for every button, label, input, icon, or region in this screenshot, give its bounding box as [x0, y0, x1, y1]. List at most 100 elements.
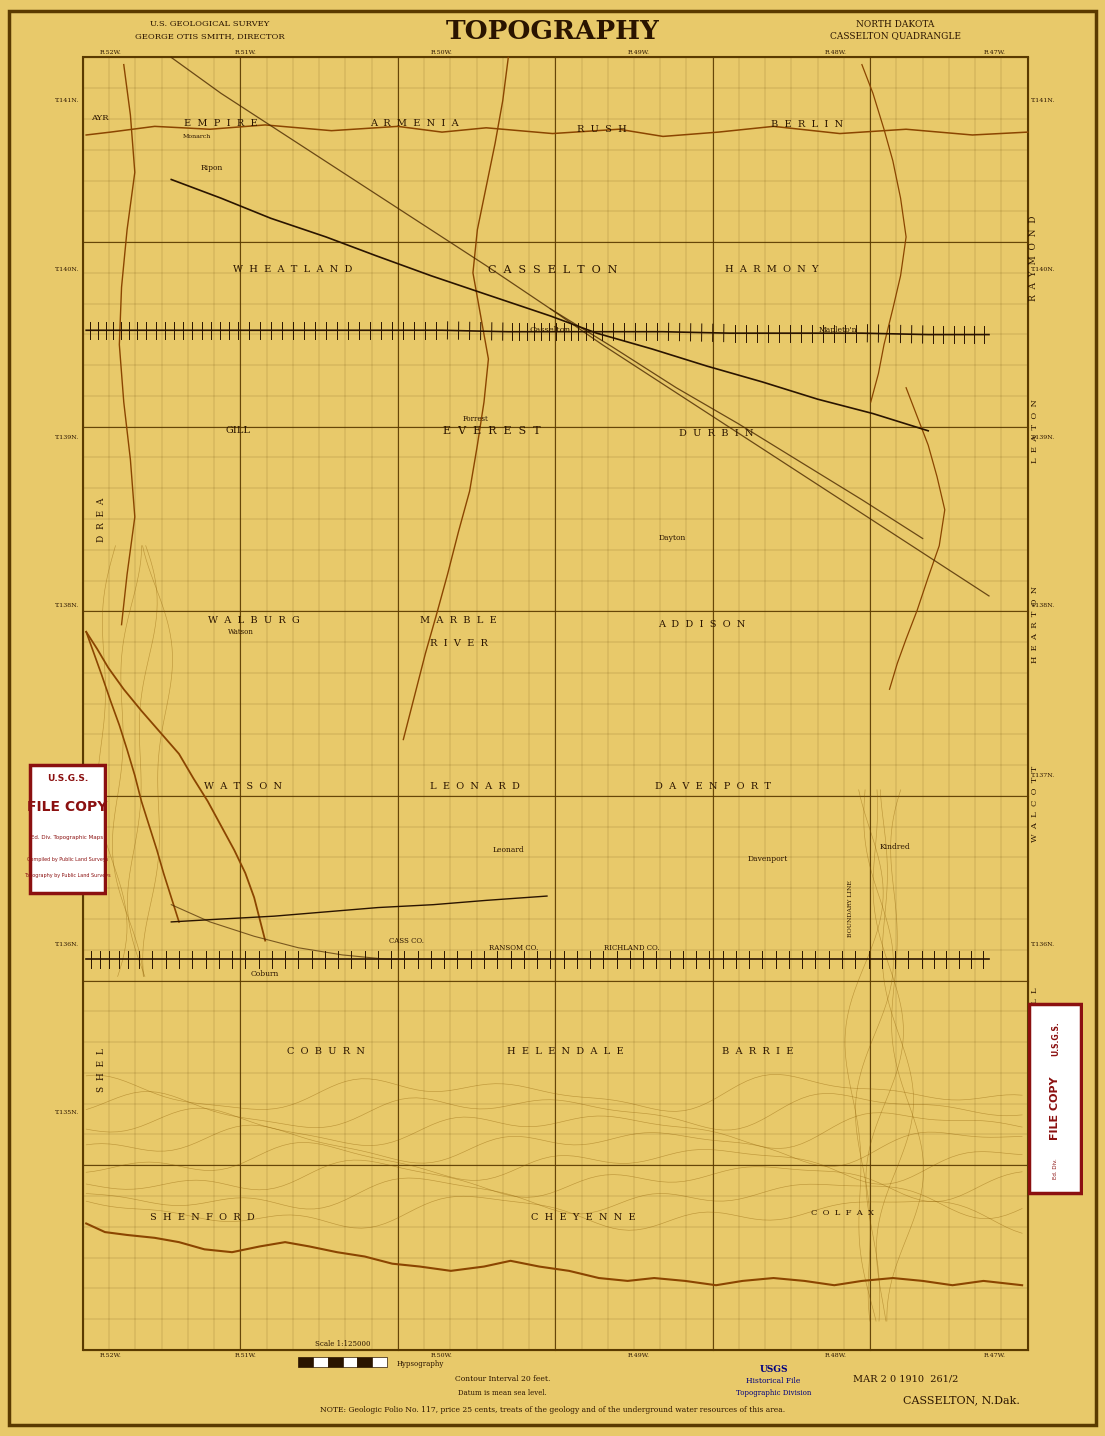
Text: Coburn: Coburn [251, 969, 280, 978]
Text: C  O  B  U  R  N: C O B U R N [287, 1047, 365, 1055]
Text: BOUNDARY LINE: BOUNDARY LINE [849, 880, 853, 938]
Bar [83, 57, 1028, 1350]
Text: C  H  E  Y  E  N  N  E: C H E Y E N N E [532, 1213, 635, 1222]
Text: Watson: Watson [228, 628, 254, 636]
Text: T.137N.: T.137N. [1031, 773, 1055, 778]
Text: Monarch: Monarch [182, 134, 211, 139]
Text: M  A  R  B  L  E: M A R B L E [420, 616, 497, 625]
Text: R.50W.: R.50W. [431, 1353, 453, 1357]
Text: AYR: AYR [91, 113, 108, 122]
Text: R.52W.: R.52W. [99, 1353, 122, 1357]
Text: L  E  O  N  A  R  D: L E O N A R D [430, 783, 520, 791]
Text: FILE COPY: FILE COPY [28, 800, 107, 814]
Text: E  M  P  I  R  E: E M P I R E [185, 119, 257, 128]
Text: FILE COPY: FILE COPY [1050, 1077, 1061, 1140]
Text: R.49W.: R.49W. [628, 1353, 650, 1357]
Text: Compiled by Public Land Surveys: Compiled by Public Land Surveys [27, 857, 108, 862]
Text: T.139N.: T.139N. [55, 435, 80, 441]
Text: T.138N.: T.138N. [55, 603, 80, 609]
Text: Casselton: Casselton [529, 326, 571, 335]
Text: RICHLAND CO.: RICHLAND CO. [604, 943, 660, 952]
Text: R.50W.: R.50W. [431, 50, 453, 55]
Text: Topographic Division: Topographic Division [736, 1389, 811, 1397]
Text: TOPOGRAPHY: TOPOGRAPHY [445, 19, 660, 45]
Text: H  I  G  H: H I G H [97, 849, 106, 889]
Text: R.51W.: R.51W. [234, 1353, 256, 1357]
Text: MAR 2 0 1910  261/2: MAR 2 0 1910 261/2 [853, 1374, 959, 1383]
Bar [313, 1357, 328, 1367]
Text: L  E  A  T  O  N: L E A T O N [1031, 399, 1040, 462]
Text: T.138N.: T.138N. [1031, 603, 1055, 609]
Bar [372, 1357, 387, 1367]
Text: GILL: GILL [225, 426, 250, 435]
Text: U.S.G.S.: U.S.G.S. [1051, 1021, 1060, 1055]
Bar [298, 1357, 313, 1367]
Text: R.48W.: R.48W. [824, 1353, 846, 1357]
Text: T.136N.: T.136N. [55, 942, 80, 948]
Text: R.47W.: R.47W. [983, 50, 1006, 55]
Text: Ripon: Ripon [201, 164, 223, 172]
Text: R.52W.: R.52W. [99, 50, 122, 55]
Text: Datum is mean sea level.: Datum is mean sea level. [459, 1389, 547, 1397]
Text: R  A  Y  M  O  N  D: R A Y M O N D [1029, 215, 1038, 302]
Text: R.49W.: R.49W. [628, 50, 650, 55]
Text: Ed. Div. Topographic Maps: Ed. Div. Topographic Maps [31, 834, 104, 840]
Text: H  E  L  E  N  D  A  L  E: H E L E N D A L E [507, 1047, 624, 1055]
Bar [343, 1357, 357, 1367]
Text: GEORGE OTIS SMITH, DIRECTOR: GEORGE OTIS SMITH, DIRECTOR [135, 32, 285, 40]
Text: H  A  R  M  O  N  Y: H A R M O N Y [725, 266, 818, 274]
Text: C  O  L  F  A  X: C O L F A X [810, 1209, 874, 1218]
Text: R.48W.: R.48W. [824, 50, 846, 55]
Text: E  V  E  R  E  S  T: E V E R E S T [443, 426, 540, 435]
Text: Mapleto'n: Mapleto'n [819, 326, 856, 335]
Text: D  A  V  E  N  P  O  R  T: D A V E N P O R T [655, 783, 770, 791]
Text: T.141N.: T.141N. [1031, 98, 1055, 103]
Text: USGS: USGS [759, 1366, 788, 1374]
Text: NORTH DAKOTA: NORTH DAKOTA [856, 20, 934, 29]
Text: RANSOM CO.: RANSOM CO. [490, 943, 538, 952]
Text: Scale 1:125000: Scale 1:125000 [315, 1340, 370, 1348]
Text: W  A  T  S  O  N: W A T S O N [204, 783, 282, 791]
Text: Hypsography: Hypsography [397, 1360, 443, 1369]
Text: T.137N.: T.137N. [55, 773, 80, 778]
Text: T.139N.: T.139N. [1031, 435, 1055, 441]
Text: T.140N.: T.140N. [55, 267, 80, 273]
Bar [328, 1357, 343, 1367]
Text: T.135N.: T.135N. [55, 1110, 80, 1116]
Text: U.S. GEOLOGICAL SURVEY: U.S. GEOLOGICAL SURVEY [150, 20, 270, 29]
Text: Leonard: Leonard [493, 846, 524, 854]
Text: Kindred: Kindred [880, 843, 911, 852]
Text: Davenport: Davenport [748, 854, 788, 863]
Text: Topography by Public Land Surveys: Topography by Public Land Surveys [24, 873, 111, 879]
Bar [357, 1357, 372, 1367]
Text: D  R  E  A: D R E A [97, 498, 106, 541]
Text: Dayton: Dayton [659, 534, 685, 543]
Text: R  U  S  H: R U S H [577, 125, 628, 134]
Text: S  H  E  N  F  O  R  D: S H E N F O R D [150, 1213, 254, 1222]
Text: CASS CO.: CASS CO. [389, 936, 424, 945]
Text: CASSELTON, N.Dak.: CASSELTON, N.Dak. [903, 1396, 1020, 1404]
Text: D  U  R  B  I  N: D U R B I N [678, 429, 754, 438]
Text: W  H  E  A  T  L  A  N  D: W H E A T L A N D [233, 266, 352, 274]
Text: T.141N.: T.141N. [55, 98, 80, 103]
Text: S  H  E  L: S H E L [97, 1048, 106, 1091]
Text: Ed. Div.: Ed. Div. [1053, 1159, 1057, 1179]
Text: R.51W.: R.51W. [234, 50, 256, 55]
Text: R  I  V  E  R: R I V E R [430, 639, 487, 648]
Text: Forrest: Forrest [462, 415, 488, 424]
Text: A  R  M  E  N  I  A: A R M E N I A [370, 119, 459, 128]
Text: T.135N.: T.135N. [1031, 1110, 1055, 1116]
Text: CASSELTON QUADRANGLE: CASSELTON QUADRANGLE [830, 32, 960, 40]
Text: A  D  D  I  S  O  N: A D D I S O N [657, 620, 746, 629]
Text: R.47W.: R.47W. [983, 1353, 1006, 1357]
Text: U.S.G.S.: U.S.G.S. [46, 774, 88, 783]
Text: T.140N.: T.140N. [1031, 267, 1055, 273]
Text: NOTE: Geologic Folio No. 117, price 25 cents, treats of the geology and of the u: NOTE: Geologic Folio No. 117, price 25 c… [320, 1406, 785, 1414]
Text: W  A  L  C  O  T  T: W A L C O T T [1031, 765, 1040, 843]
Text: B  E  R  L  I  N: B E R L I N [770, 121, 843, 129]
Text: C  A  S  S  E  L  T  O  N: C A S S E L T O N [487, 266, 618, 274]
Text: W  A  L  B  U  R  G: W A L B U R G [208, 616, 301, 625]
Text: H  E  A  R  T  O  N: H E A R T O N [1031, 586, 1040, 663]
Text: B  A  R  R  I  E: B A R R I E [723, 1047, 793, 1055]
Text: Historical File: Historical File [746, 1377, 801, 1386]
